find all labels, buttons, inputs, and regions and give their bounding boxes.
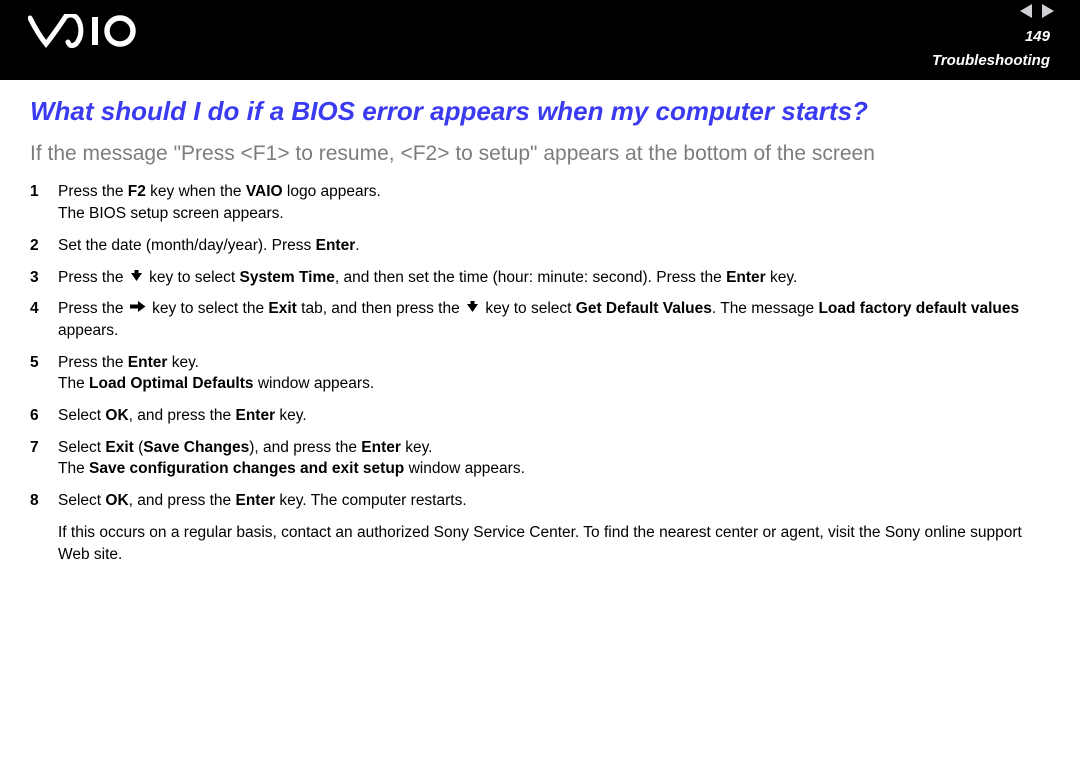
step-body: Press the key to select the Exit tab, an… (58, 298, 1050, 341)
step-body: Press the Enter key.The Load Optimal Def… (58, 352, 1050, 395)
section-label: Troubleshooting (932, 52, 1050, 69)
step-row: 2Set the date (month/day/year). Press En… (30, 235, 1050, 257)
steps-list: 1Press the F2 key when the VAIO logo app… (30, 181, 1050, 511)
arrow-down-icon (466, 298, 479, 320)
step-number: 4 (30, 298, 58, 341)
page-number: 149 (1025, 28, 1050, 45)
step-row: 5Press the Enter key.The Load Optimal De… (30, 352, 1050, 395)
arrow-right-icon (130, 298, 146, 320)
step-number: 1 (30, 181, 58, 224)
step-row: 6Select OK, and press the Enter key. (30, 405, 1050, 427)
footnote-text: If this occurs on a regular basis, conta… (30, 522, 1050, 565)
step-number: 7 (30, 437, 58, 480)
step-body: Press the F2 key when the VAIO logo appe… (58, 181, 1050, 224)
step-body: Select OK, and press the Enter key. The … (58, 490, 1050, 512)
step-row: 8Select OK, and press the Enter key. The… (30, 490, 1050, 512)
step-body: Select Exit (Save Changes), and press th… (58, 437, 1050, 480)
arrow-down-icon (130, 267, 143, 289)
step-body: Set the date (month/day/year). Press Ent… (58, 235, 1050, 257)
page-title: What should I do if a BIOS error appears… (30, 96, 1050, 127)
content-area: What should I do if a BIOS error appears… (0, 80, 1080, 565)
step-number: 6 (30, 405, 58, 427)
step-number: 2 (30, 235, 58, 257)
step-body: Press the key to select System Time, and… (58, 267, 1050, 289)
vaio-logo (28, 14, 1052, 56)
step-row: 4Press the key to select the Exit tab, a… (30, 298, 1050, 341)
step-number: 5 (30, 352, 58, 395)
step-number: 8 (30, 490, 58, 512)
step-body: Select OK, and press the Enter key. (58, 405, 1050, 427)
prev-page-icon[interactable] (1020, 4, 1032, 18)
step-row: 3Press the key to select System Time, an… (30, 267, 1050, 289)
step-row: 7Select Exit (Save Changes), and press t… (30, 437, 1050, 480)
next-page-icon[interactable] (1042, 4, 1054, 18)
nav-arrows (1020, 4, 1054, 18)
step-row: 1Press the F2 key when the VAIO logo app… (30, 181, 1050, 224)
step-number: 3 (30, 267, 58, 289)
header-bar: 149 Troubleshooting (0, 0, 1080, 80)
page-subtitle: If the message "Press <F1> to resume, <F… (30, 141, 1050, 167)
